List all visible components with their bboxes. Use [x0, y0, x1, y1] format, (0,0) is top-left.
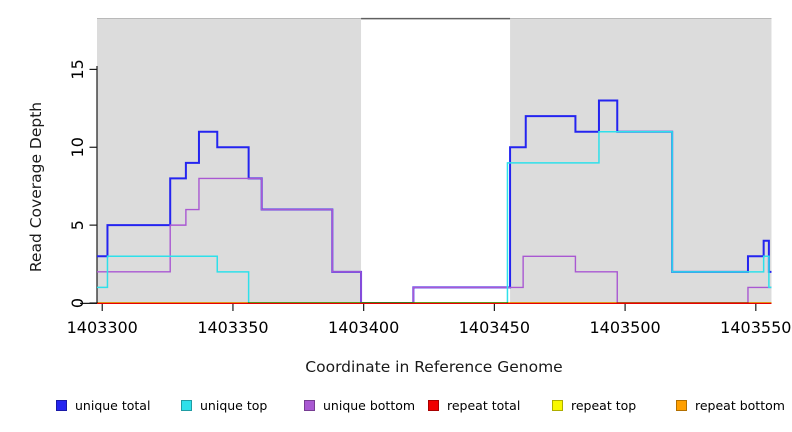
- legend-entry-unique-total: unique total: [56, 397, 150, 414]
- series-unique-top-line: [97, 130, 772, 304]
- legend-label: repeat bottom: [695, 398, 785, 413]
- legend-entry-repeat-top: repeat top: [552, 397, 636, 414]
- x-tick-label: 1403400: [328, 318, 399, 337]
- legend-label: unique total: [75, 398, 151, 413]
- x-axis-title: Coordinate in Reference Genome: [305, 358, 563, 376]
- legend-entry-repeat-total: repeat total: [428, 397, 520, 414]
- y-axis-title: Read Coverage Depth: [27, 101, 45, 273]
- x-tick-label: 1403450: [459, 318, 530, 337]
- x-tick-label: 1403300: [67, 318, 138, 337]
- series-unique-bottom-line: [97, 177, 772, 304]
- y-tick-label: 15: [68, 59, 87, 79]
- y-tick-label: 0: [68, 298, 87, 308]
- legend-entry-unique-top: unique top: [181, 397, 267, 414]
- legend-entry-repeat-bottom: repeat bottom: [676, 397, 785, 414]
- legend-label: repeat total: [447, 398, 521, 413]
- legend-swatch-icon: [304, 400, 315, 411]
- legend-swatch-icon: [676, 400, 687, 411]
- shaded-region: [97, 18, 362, 304]
- legend-swatch-icon: [181, 400, 192, 411]
- legend-label: unique top: [200, 398, 268, 413]
- legend-label: unique bottom: [323, 398, 416, 413]
- y-tick-label: 10: [68, 137, 87, 157]
- legend-swatch-icon: [428, 400, 439, 411]
- legend-entry-unique-bottom: unique bottom: [304, 397, 415, 414]
- x-tick-label: 1403350: [197, 318, 268, 337]
- shaded-region: [510, 18, 772, 304]
- x-tick-label: 1403500: [589, 318, 660, 337]
- x-tick-label: 1403550: [720, 318, 791, 337]
- chart-legend: unique total unique top unique bottom repea…: [0, 0, 792, 413]
- legend-swatch-icon: [56, 400, 67, 411]
- legend-swatch-icon: [552, 400, 563, 411]
- y-tick-label: 5: [68, 220, 87, 230]
- legend-label: repeat top: [571, 398, 637, 413]
